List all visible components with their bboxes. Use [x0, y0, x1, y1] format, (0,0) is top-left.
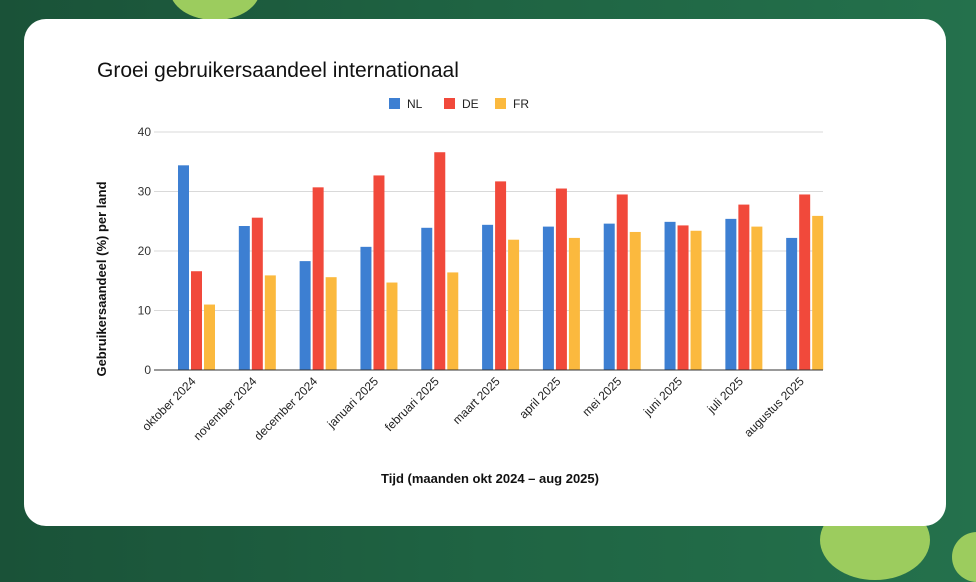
x-tick-label: juli 2025: [704, 374, 746, 416]
legend-swatch-de: [444, 98, 455, 109]
chart-title: Groei gebruikersaandeel internationaal: [97, 59, 459, 82]
bar-fr: [204, 304, 215, 370]
bar-nl: [786, 237, 798, 370]
bar-nl: [542, 226, 554, 370]
legend-swatch-fr: [495, 98, 506, 109]
x-tick-label: oktober 2024: [139, 374, 199, 434]
bar-nl: [725, 218, 737, 370]
legend-swatch-nl: [389, 98, 400, 109]
x-tick-label: maart 2025: [450, 374, 503, 427]
bar-nl: [360, 246, 372, 370]
bar-de: [251, 217, 263, 370]
bar-de: [434, 152, 446, 370]
bar-fr: [264, 275, 276, 370]
bar-fr: [508, 239, 520, 370]
y-tick-label: 30: [138, 185, 152, 199]
bar-fr: [629, 231, 641, 370]
bar-nl: [421, 227, 433, 370]
x-tick-label: april 2025: [516, 374, 563, 421]
bar-fr: [751, 226, 763, 370]
bar-de: [312, 187, 324, 370]
bar-de: [677, 225, 689, 370]
bar-de: [191, 271, 202, 370]
bars: [178, 152, 824, 370]
bar-de: [738, 204, 750, 370]
legend: NL DE FR: [389, 97, 529, 111]
x-tick-label: november 2024: [191, 374, 260, 443]
decorative-blob-corner: [952, 532, 976, 582]
bar-fr: [386, 282, 398, 370]
bar-de: [616, 194, 628, 370]
x-tick-label: mei 2025: [580, 374, 625, 419]
bar-de: [799, 194, 811, 370]
legend-label-fr: FR: [513, 97, 529, 111]
x-axis-label: Tijd (maanden okt 2024 – aug 2025): [381, 471, 599, 486]
bar-de: [555, 188, 567, 370]
legend-label-nl: NL: [407, 97, 423, 111]
bar-fr: [812, 215, 824, 370]
x-tick-label: juni 2025: [640, 374, 685, 419]
y-axis-ticks: 0 10 20 30 40: [138, 125, 152, 377]
bar-de: [495, 181, 507, 370]
x-tick-label: januari 2025: [324, 374, 382, 432]
x-tick-label: augustus 2025: [741, 374, 807, 440]
decorative-blob-top: [170, 0, 260, 20]
y-tick-label: 0: [144, 363, 151, 377]
y-axis-label: Gebruikersaandeel (%) per land: [94, 181, 109, 376]
x-tick-label: december 2024: [251, 374, 320, 443]
bar-nl: [238, 226, 250, 370]
bar-nl: [664, 221, 676, 370]
bar-nl: [299, 261, 311, 370]
legend-label-de: DE: [462, 97, 479, 111]
x-tick-label: februari 2025: [382, 374, 442, 434]
chart-svg: Groei gebruikersaandeel internationaal N…: [94, 59, 824, 486]
bar-nl: [178, 165, 189, 370]
chart-card: Groei gebruikersaandeel internationaal N…: [24, 19, 946, 526]
bar-fr: [690, 230, 702, 370]
bar-de: [373, 175, 385, 370]
bar-nl: [603, 223, 615, 370]
bar-fr: [568, 237, 580, 370]
y-tick-label: 10: [138, 304, 152, 318]
bar-fr: [325, 277, 337, 370]
bar-fr: [447, 272, 459, 370]
y-tick-label: 40: [138, 125, 152, 139]
y-tick-label: 20: [138, 244, 152, 258]
bar-nl: [482, 224, 494, 370]
